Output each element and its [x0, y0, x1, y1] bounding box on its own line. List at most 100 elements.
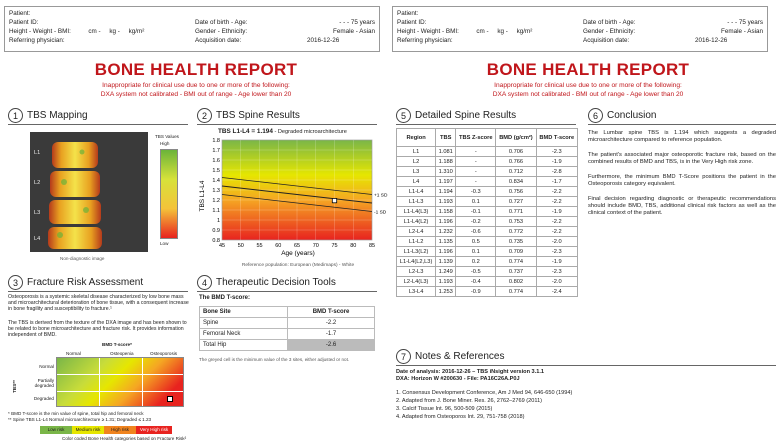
gender-label: Gender - Ethnicity: [195, 28, 248, 35]
matrix-top-label: BMD T-score* [102, 342, 132, 347]
x-axis-label: Age (years) [281, 250, 315, 257]
table-cell: -2.8 [535, 166, 579, 177]
table-cell: -0.6 [455, 226, 497, 237]
table-cell: 0.737 [495, 266, 537, 277]
table-cell: L1-L4(L2,L3) [395, 256, 437, 267]
divider [396, 365, 776, 366]
table-cell: L1-L4(L3) [395, 206, 437, 217]
reference: 3. Calcif Tissue Int. 96, 500-509 (2015) [396, 406, 493, 412]
patient-header-right: Patient: Patient ID: Date of birth - Age… [392, 6, 768, 52]
table-cell: - [455, 156, 497, 167]
section-number: 5 [396, 108, 411, 123]
fracture-para-2: The TBS is derived from the texture of t… [8, 320, 187, 339]
table-cell: 0.766 [495, 156, 537, 167]
table-cell: 0.802 [495, 276, 537, 287]
sd-plus-label: +1 SD [374, 193, 388, 199]
legend-high: High [160, 141, 170, 146]
table-cell: L1-L3 [395, 196, 437, 207]
col-header: BMD (g/cm²) [495, 128, 537, 147]
table-cell: 0.706 [495, 146, 537, 157]
table-cell: -2.0 [535, 236, 579, 247]
dob-value: - - - 75 years [339, 19, 375, 26]
divider [8, 291, 188, 292]
acq-value: 2016-12-26 [307, 37, 340, 44]
reference: 4. Adapted from Osteoporos Int. 29, 751-… [396, 414, 525, 420]
conclusion-p4: Final decision regarding diagnostic or t… [588, 196, 776, 216]
y-tick-label: 0.9 [212, 228, 220, 234]
table-cell: -2.2 [535, 226, 579, 237]
table-cell: 1.196 [435, 246, 457, 257]
x-tick-label: 50 [238, 243, 244, 249]
map-caption: Non-diagnostic image [60, 256, 105, 261]
hw-label: Height - Weight - BMI: cm - kg - kg/m² [9, 28, 145, 35]
table-cell: -1.7 [535, 176, 579, 187]
ref-label: Referring physician: [397, 37, 453, 44]
dob-label: Date of birth - Age: [195, 19, 248, 26]
table-cell: L2-L4 [395, 226, 437, 237]
ref-label: Referring physician: [9, 37, 65, 44]
detailed-spine-table: Region TBS TBS Z-score BMD (g/cm²) BMD T-sco… [395, 128, 579, 297]
section-number: 2 [197, 108, 212, 123]
bmd-tscore-table: Bone Site BMD T-score Spine -2.2 Femoral N… [198, 306, 375, 351]
acq-value: 2016-12-26 [695, 37, 728, 44]
risk-high: High risk [104, 426, 136, 434]
y-tick-label: 1 [217, 218, 220, 224]
tbs-legend-bar [160, 149, 178, 239]
y-tick-label: 1.4 [212, 178, 220, 184]
table-row: L1-L3(L2) 1.196 0.1 0.709 -2.3 [395, 246, 579, 257]
section-detailed-title: 5 Detailed Spine Results [396, 108, 516, 123]
col-header: BMD T-score [535, 128, 579, 147]
analysis-date: Date of analysis: 2016-12-26 – TBS iNsig… [396, 369, 544, 375]
table-cell: L4 [395, 176, 437, 187]
table-cell: 0.1 [455, 196, 497, 207]
table-cell: 0.735 [495, 236, 537, 247]
table-row: L1-L4 1.194 -0.3 0.756 -2.2 [395, 186, 579, 197]
reference-line [221, 177, 373, 195]
table-cell: 1.249 [435, 266, 457, 277]
table-cell: 1.158 [435, 206, 457, 217]
sd-minus-label: -1 SD [374, 210, 387, 216]
table-cell: 0.727 [495, 196, 537, 207]
table-cell: 0.1 [455, 246, 497, 257]
conclusion-p3: Furthermore, the minimum BMD T-Score pos… [588, 174, 776, 187]
table-cell: - [455, 166, 497, 177]
table-cell: L1-L4(L2) [395, 216, 437, 227]
col-label: Osteopenia [110, 351, 134, 356]
chart-footnote: Reference population: European (Medimaps… [242, 262, 355, 268]
report-title: BONE HEALTH REPORT [94, 60, 298, 79]
vertebra-label: L2 [34, 180, 41, 186]
therapeutic-heading: The BMD T-score: [199, 295, 251, 301]
matrix-divider [57, 374, 183, 375]
table-cell: 0.834 [495, 176, 537, 187]
bmd-score: -2.2 [287, 317, 375, 329]
table-cell: -0.9 [455, 286, 497, 297]
table-row: L1-L4(L2,L3) 1.139 0.2 0.774 -1.9 [395, 256, 579, 267]
reference: 1. Consensus Development Conference, Am … [396, 390, 573, 396]
table-cell: 1.197 [435, 176, 457, 187]
bone-site: Spine [198, 317, 289, 329]
table-cell: -0.1 [455, 206, 497, 217]
section-number: 7 [396, 349, 411, 364]
table-cell: 1.135 [435, 236, 457, 247]
table-cell: L1 [395, 146, 437, 157]
vertebra-label: L4 [34, 236, 41, 242]
patient-id-label: Patient ID: [397, 19, 427, 26]
bmd-score: -1.7 [287, 328, 375, 340]
table-cell: 0.772 [495, 226, 537, 237]
col-label: Normal [66, 351, 81, 356]
x-tick-label: 75 [331, 243, 337, 249]
section-number: 1 [8, 108, 23, 123]
conclusion-p2: The patient's associated major osteoporo… [588, 152, 776, 165]
x-tick-label: 55 [256, 243, 262, 249]
legend-low: Low [160, 241, 169, 246]
reference: 2. Adapted from J. Bone Miner. Res. 26, … [396, 398, 543, 404]
table-row: L2-L4 1.232 -0.6 0.772 -2.2 [395, 226, 579, 237]
col-header: Region [395, 128, 437, 147]
risk-legend: Low risk Medium risk High risk Very High… [40, 426, 172, 434]
table-cell: L3 [395, 166, 437, 177]
patient-id-label: Patient ID: [9, 19, 39, 26]
table-cell: 1.194 [435, 186, 457, 197]
table-row: L3 1.310-0.712 -2.8 [395, 166, 579, 177]
y-tick-label: 1.7 [212, 148, 220, 154]
fracture-para-1: Osteoporosis is a systemic skeletal dise… [8, 294, 189, 313]
